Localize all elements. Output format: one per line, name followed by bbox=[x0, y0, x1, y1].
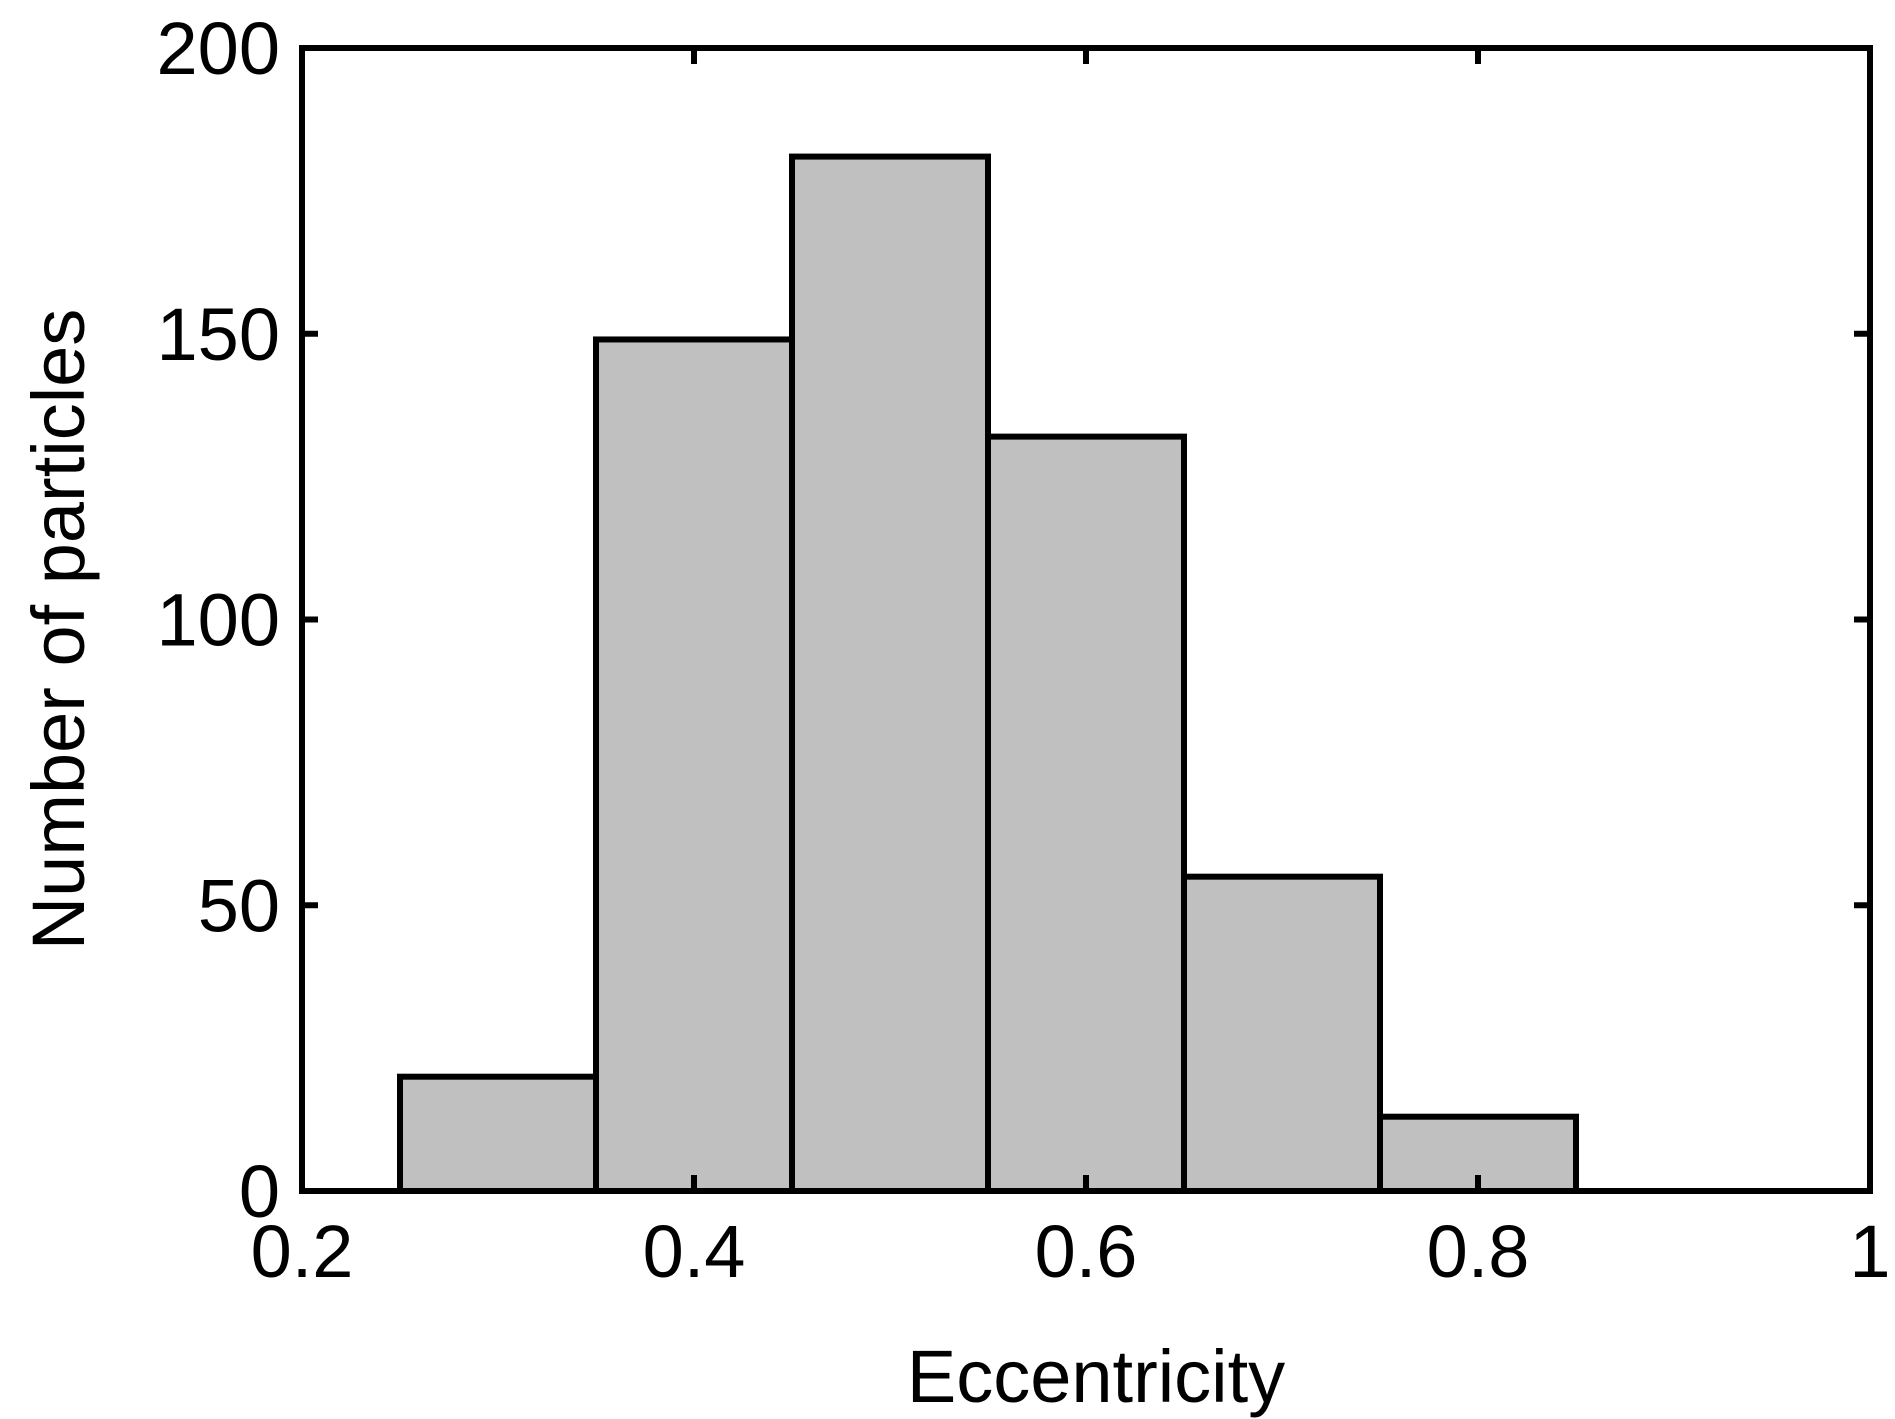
histogram-bar-1 bbox=[397, 1073, 599, 1194]
y-tick-label-4: 150 bbox=[157, 293, 280, 376]
x-tick-label-1: 0.2 bbox=[251, 1210, 354, 1293]
y-tick-label-3: 100 bbox=[157, 579, 280, 662]
histogram-bar-4 bbox=[985, 433, 1187, 1194]
y-axis-label: Number of particles bbox=[17, 309, 100, 951]
plot-frame bbox=[299, 45, 1873, 1194]
histogram-bar-2 bbox=[593, 336, 795, 1194]
x-tick-label-3: 0.6 bbox=[1035, 1210, 1138, 1293]
histogram-bar-5 bbox=[1181, 873, 1383, 1194]
histogram-bar-3 bbox=[789, 153, 991, 1195]
tick-labels-layer: 0.2 0.4 0.6 0.8 1 0 50 100 150 200 bbox=[157, 7, 1891, 1293]
y-tick-label-1: 0 bbox=[239, 1150, 280, 1233]
bars-layer bbox=[397, 153, 1579, 1195]
x-tick-label-4: 0.8 bbox=[1427, 1210, 1530, 1293]
x-tick-label-2: 0.4 bbox=[643, 1210, 746, 1293]
y-tick-label-2: 50 bbox=[198, 864, 280, 947]
y-tick-label-5: 200 bbox=[157, 7, 280, 90]
x-axis-label: Eccentricity bbox=[907, 1335, 1285, 1418]
x-tick-label-5: 1 bbox=[1849, 1210, 1890, 1293]
